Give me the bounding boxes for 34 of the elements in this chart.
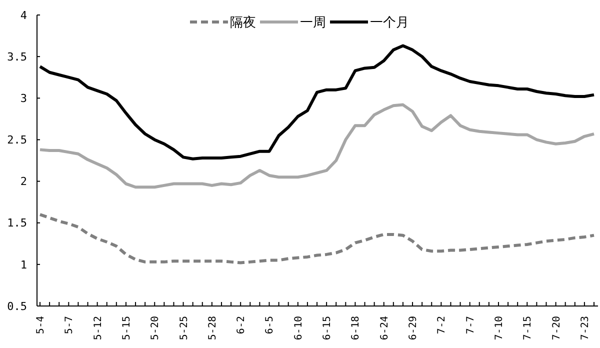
legend-label: 隔夜: [230, 14, 256, 31]
line-series: [38, 44, 596, 160]
y-tick-label: 1: [20, 258, 27, 272]
x-tick-label: 5-28: [207, 316, 218, 340]
y-tick-label: 4: [20, 8, 28, 22]
x-tick-label: 7-10: [494, 316, 505, 340]
x-tick-label: 6-15: [322, 316, 334, 340]
legend-label: 一个月: [370, 16, 409, 31]
x-tick-label: 6-10: [293, 316, 304, 340]
x-tick-label: 5-20: [150, 316, 162, 340]
y-tick-label: 0.5: [7, 300, 27, 313]
line-series: [38, 213, 596, 264]
legend-label: 一周: [300, 16, 326, 31]
x-tick-label: 5-7: [64, 316, 76, 334]
y-tick-label: 1.5: [7, 216, 27, 230]
x-tick-label: 7-20: [551, 316, 562, 340]
y-tick-label: 3: [20, 92, 27, 105]
x-tick-label: 6-29: [408, 316, 420, 340]
y-tick-label: 2.5: [7, 134, 27, 147]
x-tick-label: 6-18: [350, 316, 362, 340]
x-tick-label: 7-7: [465, 316, 476, 334]
x-tick-label: 7-15: [522, 316, 534, 340]
y-tick-label: 2: [20, 175, 27, 188]
x-tick-label: 5-15: [121, 316, 132, 340]
x-tick-label: 6-2: [236, 316, 248, 334]
y-tick-label: 3.5: [7, 50, 27, 64]
x-tick-label: 5-25: [178, 316, 190, 340]
x-tick-label: 6-5: [264, 316, 276, 334]
line-series: [38, 103, 596, 189]
x-tick-label: 6-24: [379, 316, 390, 340]
x-tick-label: 7-2: [436, 316, 448, 334]
x-tick-label: 7-23: [580, 316, 591, 340]
x-tick-label: 5-12: [92, 316, 104, 340]
x-tick-label: 5-4: [36, 316, 46, 334]
